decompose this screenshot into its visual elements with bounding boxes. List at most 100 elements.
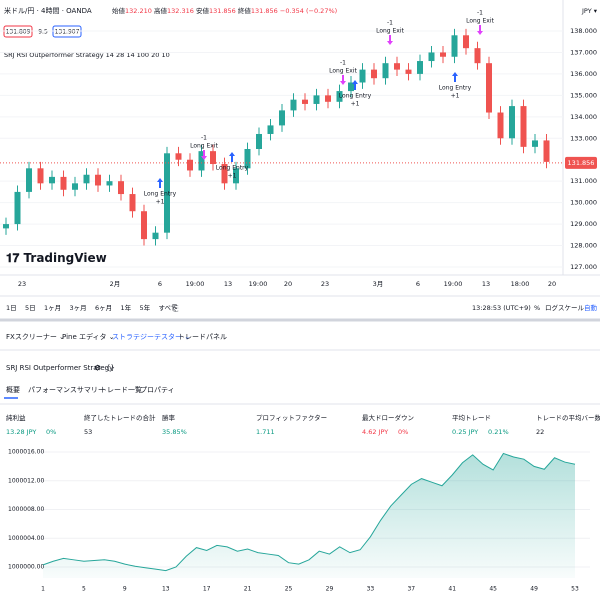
stat-label: プロフィットファクター (256, 413, 327, 422)
ohlc-value: 132.210 (125, 7, 152, 15)
percent-toggle[interactable]: % (534, 304, 540, 312)
equity-x-label: 53 (571, 586, 579, 593)
price-label: 134.000 (570, 113, 597, 121)
ask: 131.907 (55, 29, 80, 36)
candle-body (290, 99, 297, 111)
time-label: 6 (158, 280, 162, 288)
entry-arrow (157, 178, 163, 188)
signal-name: Long Entry (144, 191, 177, 198)
price-label: 127.000 (570, 263, 597, 271)
subtab[interactable]: プロパティ (140, 386, 175, 394)
stat-value: 0.25 JPY (452, 428, 478, 436)
price-label: 138.000 (570, 27, 597, 35)
candle-body (233, 168, 239, 184)
candle-body (325, 95, 331, 102)
stat-label: 平均トレード (452, 413, 491, 422)
candle-body (72, 183, 78, 190)
ohlc-value: 132.316 (167, 7, 194, 15)
range-button[interactable]: 1年 (121, 303, 132, 312)
equity-x-label: 33 (367, 586, 375, 593)
equity-y-label: 1000012.00 (8, 477, 44, 484)
last-price-box (565, 156, 597, 169)
ohlc-value: 131.856 (251, 7, 278, 15)
signal-name: Long Exit (376, 28, 404, 35)
more-icon[interactable]: {} (106, 364, 115, 372)
range-button[interactable]: 1ヶ月 (44, 304, 61, 312)
candle-body (302, 99, 308, 104)
tab[interactable]: Pine エディタ ⌄ (62, 332, 115, 341)
time-label: 19:00 (186, 280, 205, 288)
exit-arrow (340, 75, 346, 85)
ohlc-label: 高値 (154, 6, 168, 15)
candle-body (95, 174, 101, 186)
candle-body (428, 52, 435, 62)
tab[interactable]: トレードパネル (178, 333, 227, 341)
signal-qty: -1 (201, 135, 207, 142)
time-label: 2月 (110, 280, 121, 288)
currency[interactable]: JPY ▾ (581, 7, 598, 15)
equity-x-label: 13 (162, 586, 170, 593)
candle-body (405, 69, 412, 74)
signal-name: Long Entry (439, 85, 472, 92)
tab[interactable]: FXスクリーナー ⌄ (6, 333, 65, 341)
subtab[interactable]: トレード一覧 (100, 385, 142, 394)
equity-y-label: 1000008.00 (8, 506, 44, 513)
subtab[interactable]: 概要 (6, 385, 20, 394)
tab[interactable]: ストラテジーテスター ⌄ (112, 332, 190, 341)
ohlc-value: 131.856 (209, 7, 236, 15)
candle-body (509, 106, 515, 139)
candle-body (532, 140, 538, 147)
entry-arrow (229, 152, 235, 162)
candle-body (336, 91, 343, 102)
stat-value: 22 (536, 428, 544, 436)
bid: 131.809 (6, 29, 31, 36)
candle-body (26, 168, 32, 192)
spread: 9.5 (38, 29, 48, 36)
stat-label: 終了したトレードの合計 (84, 413, 156, 422)
signal-qty: +1 (451, 93, 460, 100)
range-button[interactable]: 5日 (25, 304, 36, 312)
signal-qty: -1 (477, 10, 483, 17)
equity-x-label: 41 (448, 586, 456, 593)
stat-value: 35.85% (162, 428, 187, 436)
exit-arrow (477, 25, 483, 35)
ohlc-label: 始値 (112, 6, 126, 15)
candle-body (359, 69, 366, 83)
stat-value: 13.28 JPY (6, 428, 36, 436)
range-button[interactable]: 3ヶ月 (70, 304, 87, 312)
time-label: 13 (224, 280, 232, 288)
stat-extra: 0% (46, 428, 56, 436)
calendar-icon[interactable]: ⎘ (172, 304, 179, 313)
range-button[interactable]: 1日 (6, 304, 17, 312)
candle-body (14, 191, 21, 225)
price-label: 136.000 (570, 70, 597, 78)
candle-body (313, 95, 320, 104)
signal-qty: +1 (156, 199, 165, 206)
stat-value: 4.62 JPY (362, 428, 388, 436)
price-label: 135.000 (570, 91, 597, 99)
equity-x-label: 37 (407, 586, 415, 593)
candle-body (3, 224, 9, 229)
range-button[interactable]: 6ヶ月 (95, 304, 112, 312)
entry-arrow (352, 80, 358, 90)
equity-x-label: 25 (285, 586, 293, 593)
signal-name: Long Entry (216, 165, 249, 172)
signal-name: Long Exit (190, 143, 218, 150)
strategy-legend: SRJ RSI Outperformer Strategy 14 28 14 1… (4, 51, 170, 59)
candle-body (267, 125, 274, 134)
candle-body (60, 176, 67, 190)
settings-icon[interactable]: ⚙ (94, 364, 101, 373)
subtab[interactable]: パフォーマンスサマリー (28, 386, 105, 394)
symbol: 米ドル/円 · 4時間 · OANDA (4, 6, 92, 15)
candle-body (256, 133, 262, 149)
signal-name: Long Entry (339, 93, 372, 100)
log-toggle[interactable]: ログスケール (545, 303, 585, 312)
candle-body (474, 48, 481, 64)
range-button[interactable]: すべて (159, 304, 178, 312)
equity-y-label: 1000016.00 (8, 449, 44, 456)
auto-toggle[interactable]: 自動 (584, 303, 598, 312)
range-button[interactable]: 5年 (140, 303, 151, 312)
equity-x-label: 21 (244, 586, 252, 593)
price-label: 133.000 (570, 134, 597, 142)
candle-body (417, 61, 423, 74)
